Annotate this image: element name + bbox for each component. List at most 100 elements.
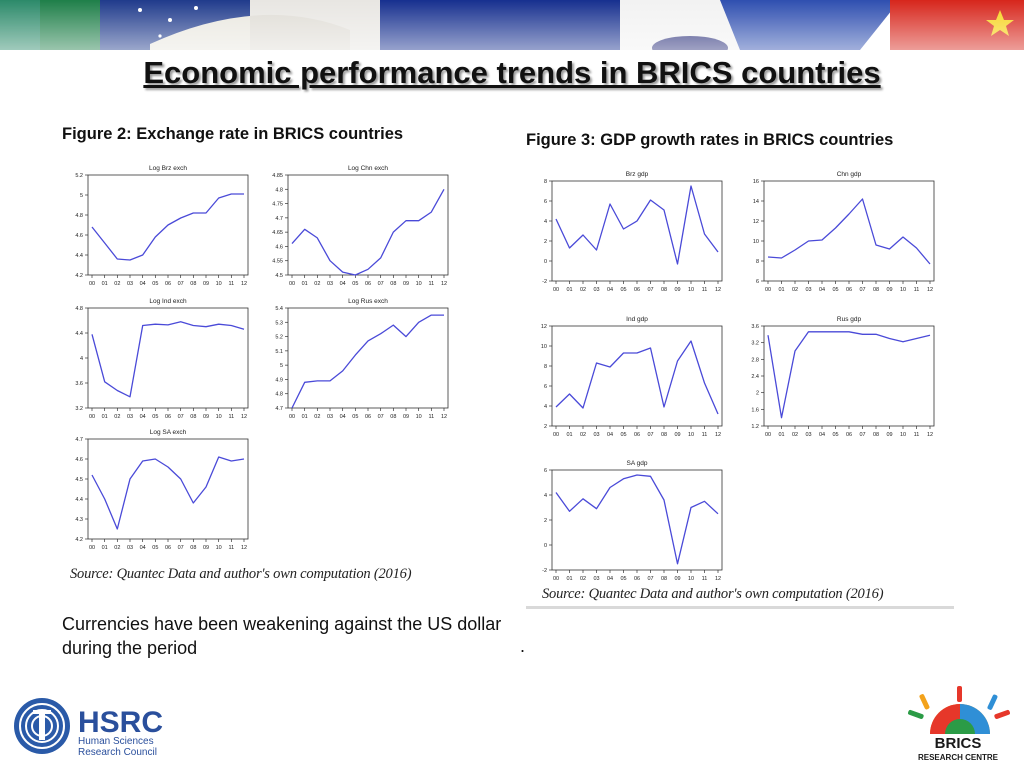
y-tick-label: 4.7: [275, 216, 283, 222]
x-tick-label: 07: [178, 414, 184, 420]
y-tick-label: 4: [80, 356, 83, 362]
x-tick-label: 03: [127, 281, 133, 287]
hsrc-line2: Research Council: [78, 747, 157, 758]
x-tick-label: 03: [593, 287, 599, 293]
y-tick-label: 4.5: [75, 477, 83, 483]
y-tick-label: 4: [544, 404, 547, 410]
flag-banner: [0, 0, 1024, 50]
x-tick-label: 08: [661, 287, 667, 293]
figure3-note: .: [520, 636, 525, 657]
chart-title: Rus gdp: [837, 316, 862, 323]
y-tick-label: 4.55: [272, 259, 283, 265]
x-tick-label: 01: [302, 281, 308, 287]
x-tick-label: 01: [566, 287, 572, 293]
figure2-caption: Figure 2: Exchange rate in BRICS countri…: [62, 125, 403, 144]
y-tick-label: 3.6: [751, 324, 759, 330]
x-tick-label: 04: [140, 545, 146, 551]
y-tick-label: 10: [753, 239, 759, 245]
x-tick-label: 07: [647, 287, 653, 293]
y-tick-label: 2: [756, 391, 759, 397]
x-tick-label: 10: [216, 414, 222, 420]
x-tick-label: 08: [190, 414, 196, 420]
y-tick-label: -2: [542, 568, 547, 574]
x-tick-label: 02: [114, 414, 120, 420]
x-tick-label: 02: [114, 281, 120, 287]
x-tick-label: 12: [241, 545, 247, 551]
x-tick-label: 05: [832, 432, 838, 438]
x-tick-label: 09: [203, 281, 209, 287]
series-line: [556, 186, 718, 264]
figure2-note: Currencies have been weakening against t…: [62, 612, 502, 660]
y-tick-label: 4.8: [275, 392, 283, 398]
x-tick-label: 03: [593, 576, 599, 582]
x-tick-label: 10: [216, 281, 222, 287]
x-tick-label: 08: [390, 414, 396, 420]
x-tick-label: 03: [327, 414, 333, 420]
x-tick-label: 09: [674, 287, 680, 293]
x-tick-label: 10: [900, 432, 906, 438]
x-tick-label: 09: [886, 432, 892, 438]
x-tick-label: 07: [859, 287, 865, 293]
series-line: [556, 341, 718, 414]
x-tick-label: 11: [228, 414, 234, 420]
series-line: [292, 189, 444, 275]
y-tick-label: 8: [544, 364, 547, 370]
series-line: [768, 332, 930, 418]
y-tick-label: 3.2: [751, 341, 759, 347]
x-tick-label: 07: [378, 281, 384, 287]
x-tick-label: 10: [416, 281, 422, 287]
x-tick-label: 10: [216, 545, 222, 551]
y-tick-label: 6: [756, 279, 759, 285]
x-tick-label: 09: [403, 414, 409, 420]
x-tick-label: 12: [441, 414, 447, 420]
x-tick-label: 07: [647, 576, 653, 582]
x-tick-label: 09: [886, 287, 892, 293]
y-tick-label: 4.9: [275, 377, 283, 383]
x-tick-label: 09: [674, 432, 680, 438]
x-tick-label: 01: [566, 576, 572, 582]
x-tick-label: 03: [593, 432, 599, 438]
x-tick-label: 03: [127, 545, 133, 551]
y-tick-label: 4: [544, 219, 547, 225]
x-tick-label: 02: [314, 414, 320, 420]
x-tick-label: 01: [778, 287, 784, 293]
y-tick-label: 4.8: [75, 306, 83, 312]
x-tick-label: 09: [403, 281, 409, 287]
x-tick-label: 05: [620, 287, 626, 293]
series-line: [556, 475, 718, 564]
x-tick-label: 02: [792, 432, 798, 438]
y-tick-label: 2.4: [751, 374, 759, 380]
x-tick-label: 08: [873, 287, 879, 293]
y-tick-label: 3.6: [75, 381, 83, 387]
x-tick-label: 11: [702, 287, 708, 293]
x-tick-label: 09: [203, 545, 209, 551]
y-tick-label: 12: [753, 219, 759, 225]
x-tick-label: 10: [688, 432, 694, 438]
y-tick-label: 4.4: [75, 331, 83, 337]
series-line: [92, 457, 244, 529]
x-tick-label: 02: [580, 576, 586, 582]
y-tick-label: 4.6: [75, 457, 83, 463]
x-tick-label: 06: [846, 287, 852, 293]
x-tick-label: 06: [365, 414, 371, 420]
y-tick-label: 5.1: [275, 349, 283, 355]
x-tick-label: 06: [165, 414, 171, 420]
x-tick-label: 04: [340, 414, 346, 420]
x-tick-label: 02: [580, 287, 586, 293]
series-line: [292, 315, 444, 408]
series-line: [92, 322, 244, 397]
y-tick-label: 4.6: [75, 233, 83, 239]
y-tick-label: 4.5: [275, 273, 283, 279]
x-tick-label: 06: [634, 576, 640, 582]
x-tick-label: 00: [89, 545, 95, 551]
y-tick-label: 6: [544, 468, 547, 474]
